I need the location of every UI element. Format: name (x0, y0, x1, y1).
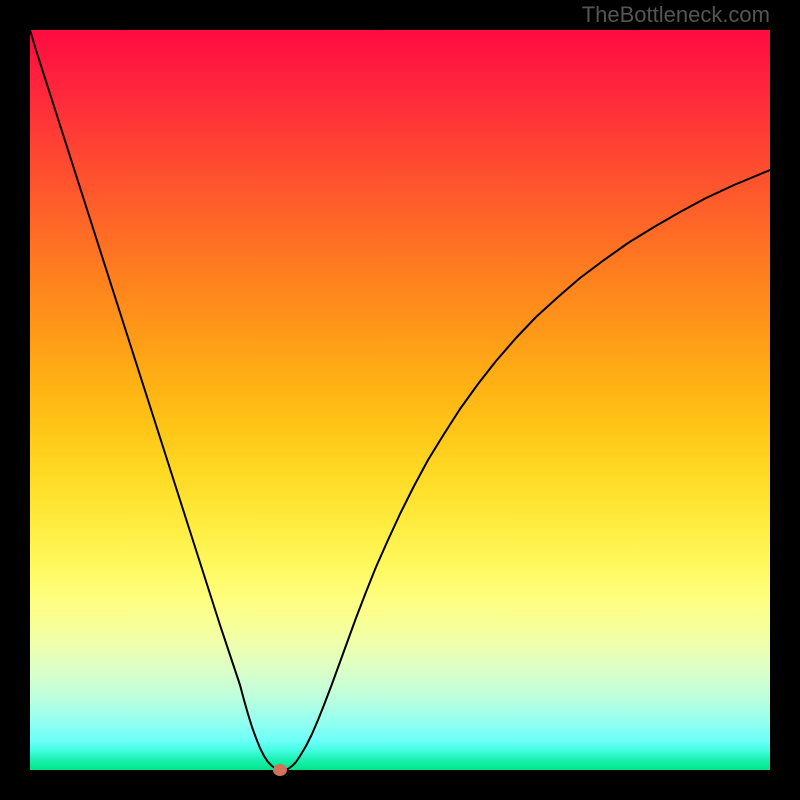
plot-area (30, 30, 770, 770)
chart-container: TheBottleneck.com (0, 0, 800, 800)
gradient-background (30, 30, 770, 770)
optimal-point-marker (273, 764, 287, 776)
watermark-text: TheBottleneck.com (582, 2, 770, 28)
